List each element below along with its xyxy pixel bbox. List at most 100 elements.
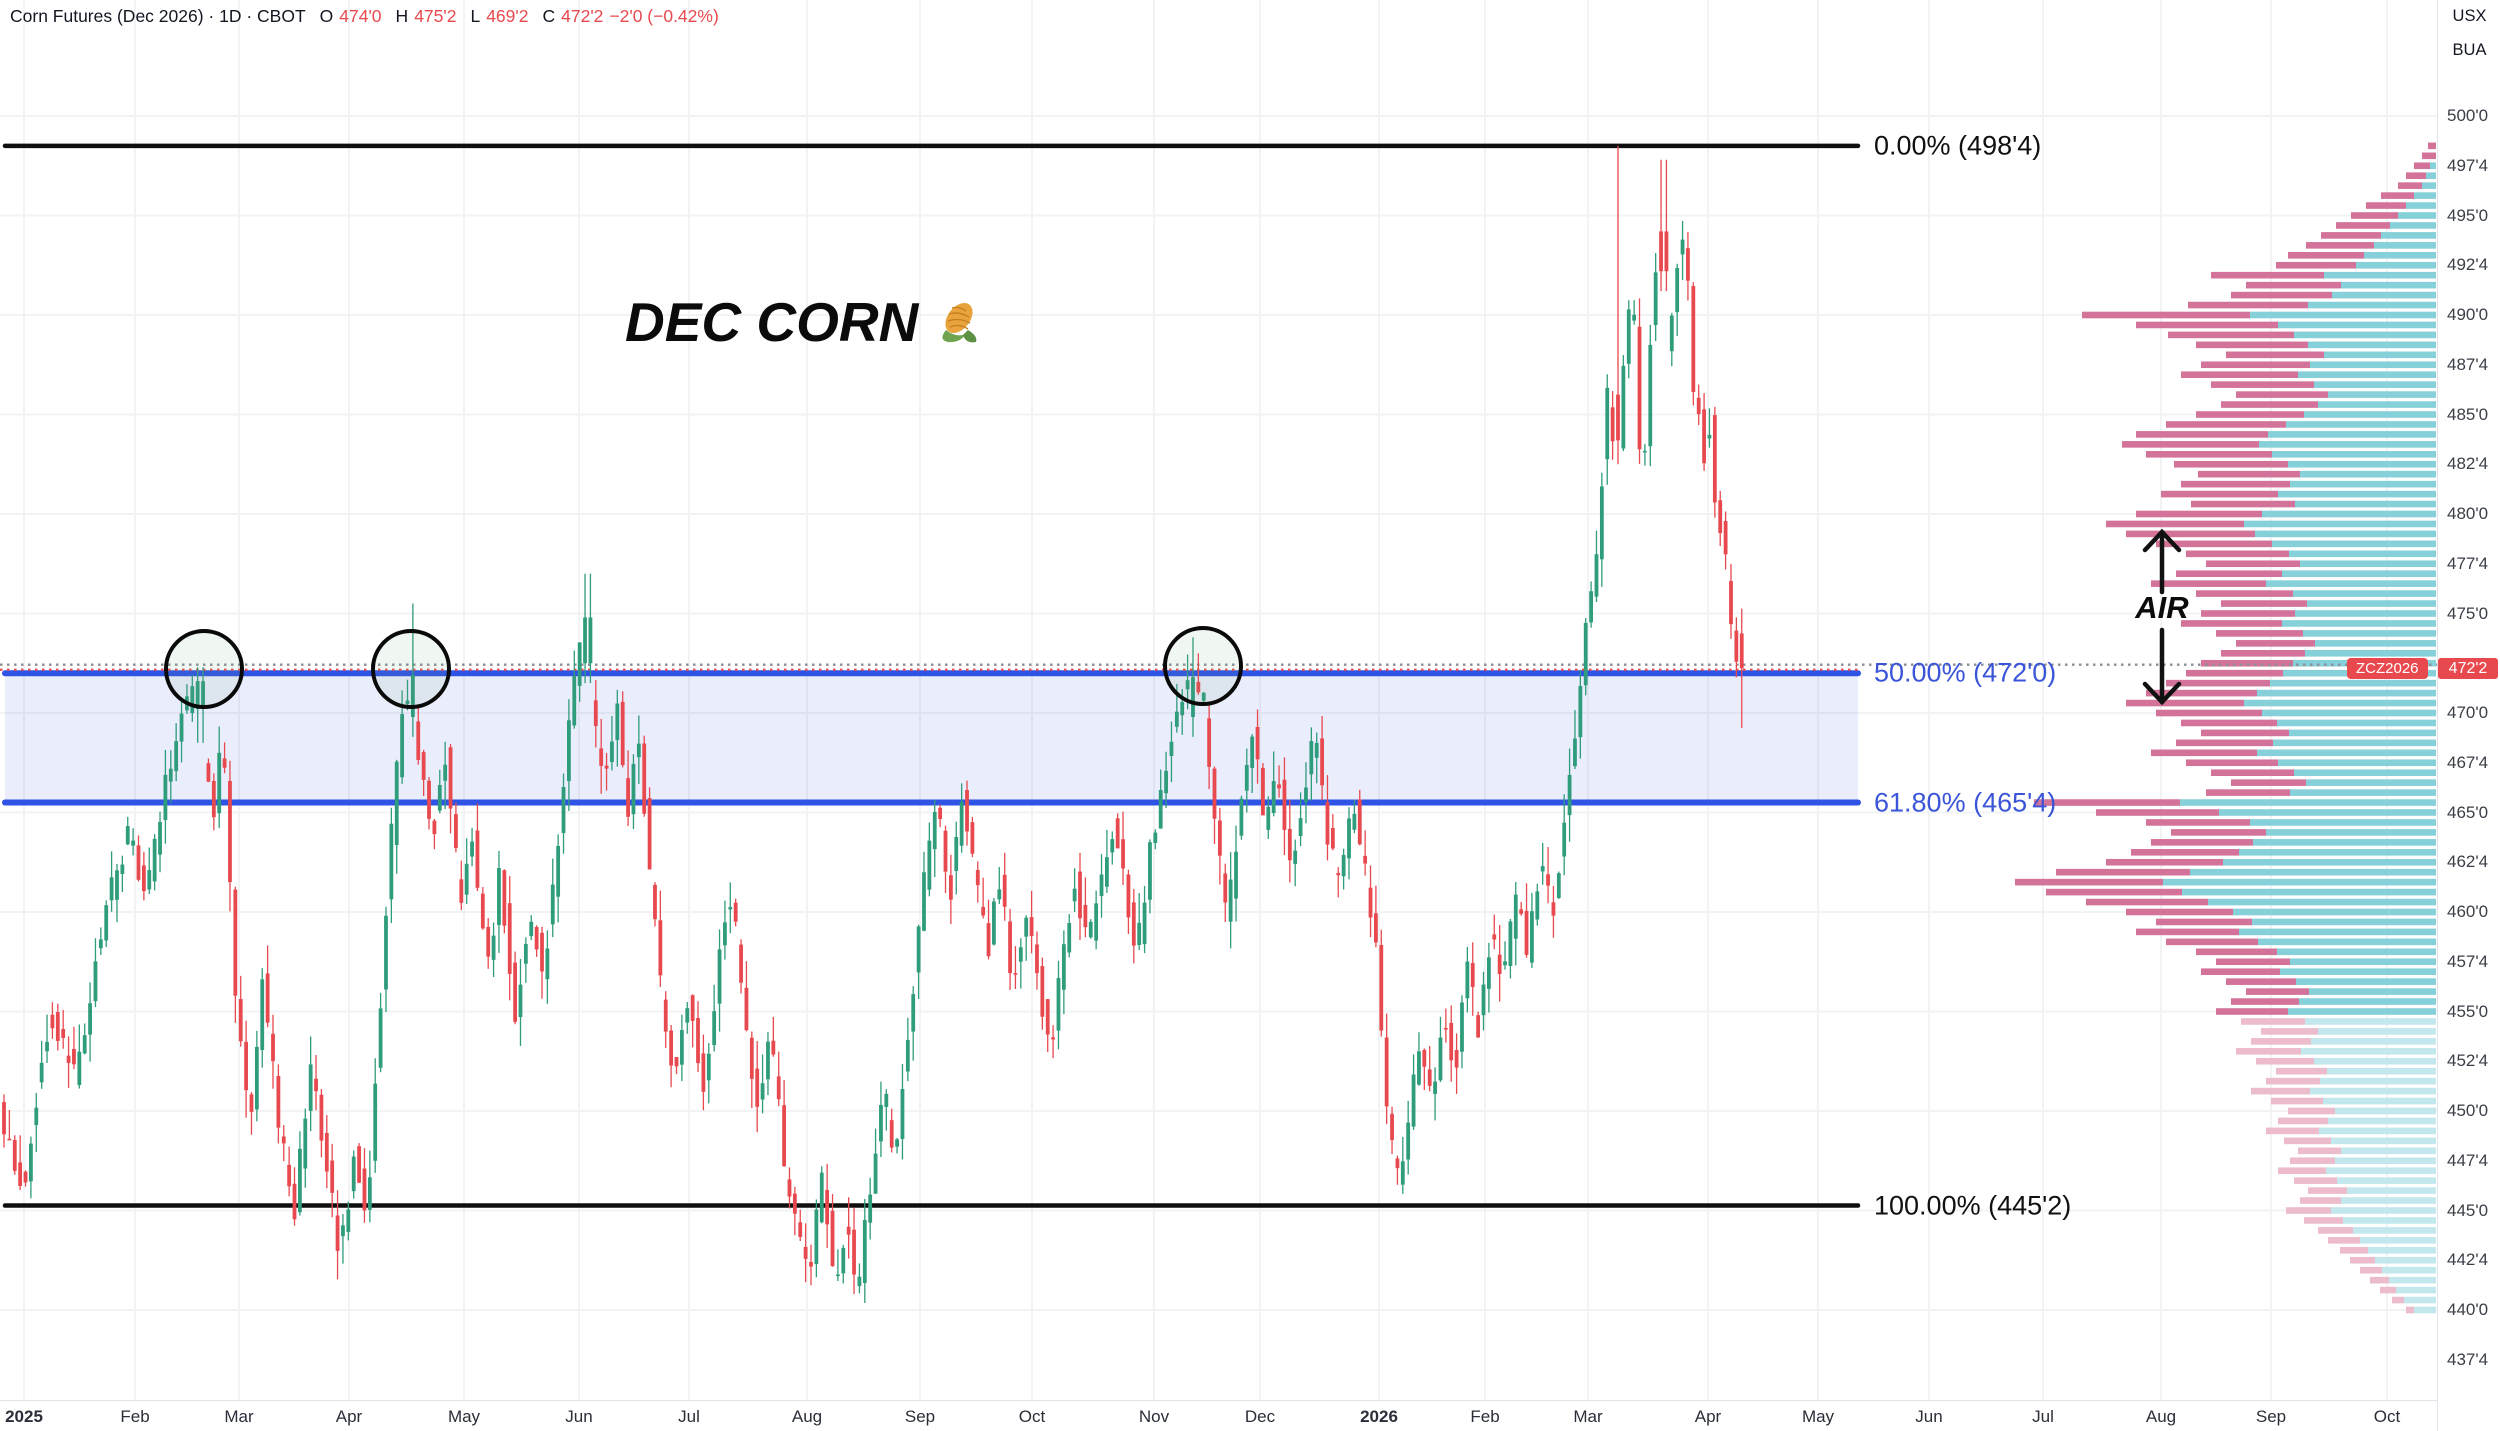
volume-profile-sell-segment bbox=[2188, 301, 2308, 309]
candle-body bbox=[669, 1030, 674, 1066]
candle-body bbox=[739, 944, 743, 983]
candle-body bbox=[620, 701, 625, 766]
candle-body bbox=[400, 714, 405, 778]
candle-body bbox=[410, 675, 415, 717]
candle-body bbox=[701, 1053, 706, 1092]
candle-body bbox=[540, 932, 544, 972]
volume-profile-sell-segment bbox=[2206, 560, 2300, 568]
volume-profile-buy-segment bbox=[2282, 570, 2436, 577]
candle-body bbox=[319, 1094, 324, 1141]
time-axis[interactable]: 2025 Feb Mar Apr May Jun Jul Aug Sep Oct Nov Dec 202… bbox=[0, 1400, 2437, 1431]
symbol-title[interactable]: Corn Futures (Dec 2026) · 1D · CBOT bbox=[10, 6, 306, 26]
volume-profile-buy-segment bbox=[2258, 938, 2436, 946]
candle-body bbox=[1191, 677, 1195, 717]
price-axis[interactable]: USX BUA 500'0 497'4 495'0 492'4 490'0 487'4 48… bbox=[2437, 0, 2500, 1431]
candle-body bbox=[1169, 741, 1174, 756]
candle-body bbox=[475, 830, 480, 888]
candle-body bbox=[1540, 866, 1545, 872]
candlestick-chart-canvas[interactable] bbox=[0, 0, 2437, 1400]
price-tick-label: 482'4 bbox=[2447, 454, 2489, 474]
candle-body bbox=[1567, 774, 1572, 816]
candle-body bbox=[577, 642, 582, 686]
volume-profile-buy-segment bbox=[2266, 829, 2436, 836]
volume-profile-buy-segment bbox=[2341, 1147, 2436, 1155]
candle-body bbox=[696, 1017, 700, 1064]
volume-profile-sell-segment bbox=[2201, 659, 2293, 667]
candle-body bbox=[1605, 387, 1610, 460]
volume-profile-buy-segment bbox=[2314, 1057, 2436, 1065]
time-tick-label: Aug bbox=[791, 1407, 823, 1426]
candle-body bbox=[238, 999, 243, 1042]
volume-profile-buy-segment bbox=[2266, 580, 2436, 587]
candle-body bbox=[1282, 779, 1287, 830]
highlight-circle bbox=[1163, 626, 1243, 706]
volume-profile-sell-segment bbox=[2304, 1217, 2343, 1224]
candle-body bbox=[427, 780, 431, 819]
volume-profile-buy-segment bbox=[2239, 928, 2436, 936]
candle-body bbox=[1578, 685, 1583, 738]
candle-body bbox=[1131, 902, 1136, 946]
volume-profile-sell-segment bbox=[2360, 1266, 2382, 1274]
air-arrows-icon bbox=[2142, 528, 2182, 706]
volume-profile-sell-segment bbox=[2288, 1107, 2335, 1115]
volume-profile-sell-segment bbox=[2126, 530, 2255, 538]
candle-body bbox=[1390, 1113, 1394, 1141]
volume-profile-sell-segment bbox=[2340, 1247, 2368, 1254]
chart-plot-area[interactable] bbox=[0, 0, 2437, 1400]
volume-profile-buy-segment bbox=[2289, 550, 2436, 558]
volume-profile-buy-segment bbox=[2328, 1117, 2436, 1125]
unit-usx: USX bbox=[2452, 7, 2487, 25]
volume-profile-buy-segment bbox=[2278, 759, 2436, 767]
volume-profile-buy-segment bbox=[2318, 401, 2436, 408]
candle-body bbox=[1400, 1161, 1405, 1185]
volume-profile-buy-segment bbox=[2318, 1028, 2436, 1035]
candle-body bbox=[938, 807, 943, 820]
candle-body bbox=[895, 1139, 899, 1147]
volume-profile-sell-segment bbox=[2414, 162, 2430, 170]
volume-profile-sell-segment bbox=[2300, 1197, 2341, 1204]
candle-body bbox=[1519, 909, 1524, 914]
volume-profile-sell-segment bbox=[2406, 172, 2426, 179]
candle-body bbox=[314, 1078, 318, 1092]
candle-body bbox=[836, 1274, 840, 1277]
volume-profile-buy-segment bbox=[2278, 490, 2436, 498]
low-value: 469'2 bbox=[486, 6, 529, 26]
volume-profile-sell-segment bbox=[2136, 928, 2239, 936]
candle-body bbox=[975, 870, 980, 886]
volume-profile-buy-segment bbox=[2255, 530, 2436, 538]
candle-body bbox=[93, 961, 98, 1002]
symbol-legend-row[interactable]: Corn Futures (Dec 2026) · 1D · CBOT O 47… bbox=[10, 6, 719, 27]
volume-profile-buy-segment bbox=[2307, 600, 2436, 607]
candle-body bbox=[1008, 921, 1012, 974]
candle-body bbox=[206, 763, 211, 782]
candle-body bbox=[1094, 903, 1099, 941]
candle-body bbox=[1417, 1051, 1421, 1085]
candle-body bbox=[158, 822, 162, 855]
candle-body bbox=[1712, 415, 1717, 503]
volume-profile-sell-segment bbox=[2328, 1237, 2360, 1244]
volume-profile-sell-segment bbox=[2106, 858, 2223, 866]
candle-body bbox=[1438, 1037, 1443, 1081]
candle-body bbox=[1266, 806, 1271, 830]
candle-body bbox=[1099, 874, 1104, 896]
volume-profile-buy-segment bbox=[2250, 311, 2436, 319]
volume-profile-sell-segment bbox=[2196, 341, 2308, 349]
volume-profile-sell-segment bbox=[2201, 361, 2310, 369]
candle-body bbox=[432, 820, 437, 835]
volume-profile-sell-segment bbox=[2146, 819, 2250, 826]
volume-profile-sell-segment bbox=[2226, 978, 2296, 985]
volume-profile-buy-segment bbox=[2308, 341, 2436, 349]
volume-profile-sell-segment bbox=[2211, 381, 2314, 388]
price-tick-label: 457'4 bbox=[2447, 951, 2489, 971]
candle-body bbox=[1180, 701, 1185, 716]
volume-profile-buy-segment bbox=[2430, 162, 2436, 170]
volume-profile-buy-segment bbox=[2337, 1177, 2436, 1184]
candle-body bbox=[631, 763, 636, 815]
candle-body bbox=[1610, 407, 1615, 442]
candle-body bbox=[346, 1209, 351, 1232]
candle-body bbox=[943, 830, 948, 872]
volume-profile-buy-segment bbox=[2326, 1167, 2436, 1174]
time-tick-label: Feb bbox=[1470, 1407, 1500, 1426]
candle-body bbox=[1035, 944, 1039, 974]
candle-body bbox=[523, 943, 528, 964]
